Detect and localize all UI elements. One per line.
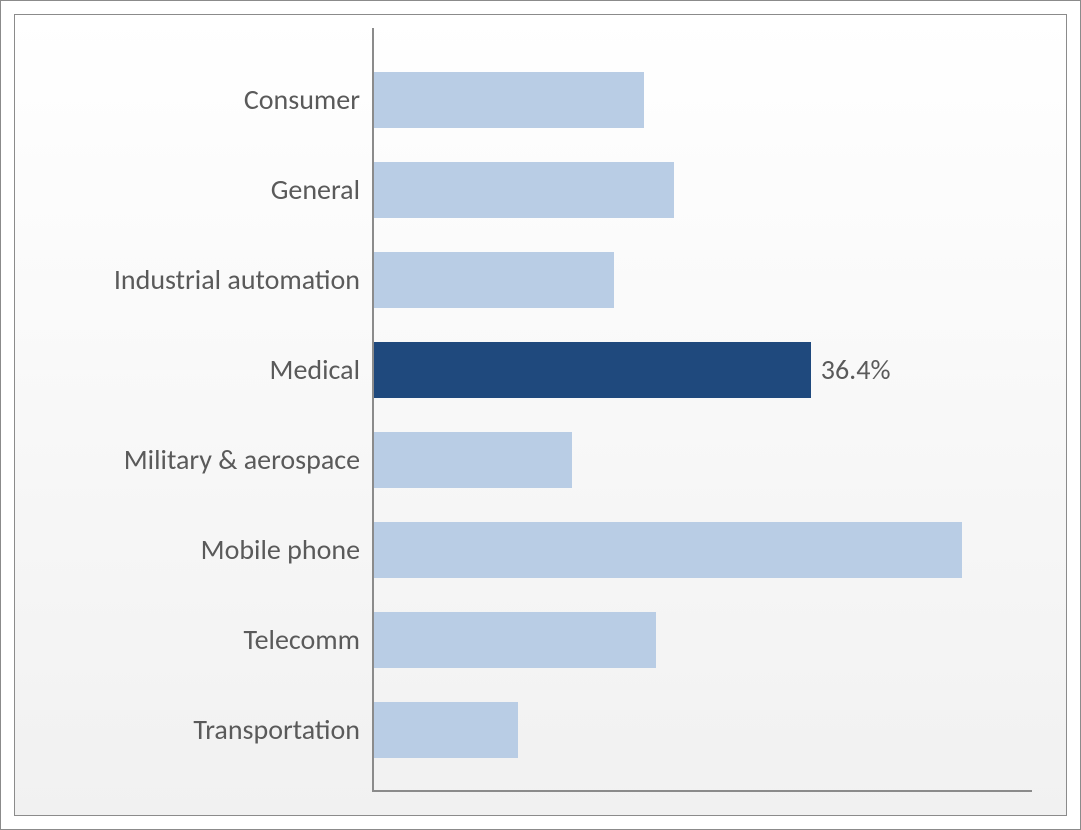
category-label: Telecomm: [243, 622, 360, 657]
bar-general: [374, 162, 674, 218]
bar-military-aerospace: [374, 432, 572, 488]
data-label: 36.4%: [821, 352, 891, 387]
category-label: Industrial automation: [114, 262, 360, 297]
bar-telecomm: [374, 612, 656, 668]
category-label: Medical: [270, 352, 360, 387]
bar-consumer: [374, 72, 644, 128]
category-label: General: [271, 172, 360, 207]
y-axis: [372, 28, 374, 790]
chart-plot-area: [14, 14, 1067, 816]
category-label: Mobile phone: [201, 532, 360, 567]
x-axis: [372, 790, 1032, 792]
category-label: Consumer: [244, 82, 360, 117]
bar-medical: [374, 342, 811, 398]
category-label: Military & aerospace: [124, 442, 360, 477]
bar-industrial-automation: [374, 252, 614, 308]
category-label: Transportation: [193, 712, 360, 747]
bar-transportation: [374, 702, 518, 758]
bar-mobile-phone: [374, 522, 962, 578]
